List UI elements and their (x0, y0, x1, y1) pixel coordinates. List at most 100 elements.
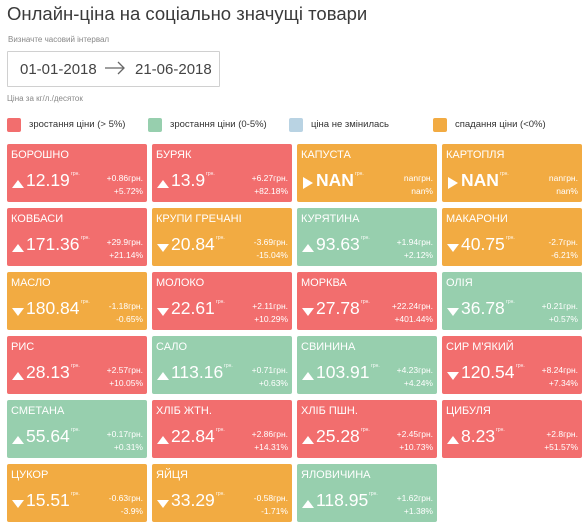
product-tile[interactable]: Морква 27.78 грн. +22.24грн. +401.44% (297, 272, 437, 330)
price-change-absolute: +22.24грн. (391, 301, 433, 311)
product-name: Олія (446, 277, 473, 289)
triangle-down-icon (447, 372, 459, 380)
product-tile[interactable]: Сметана 55.64 грн. +0.17грн. +0.31% (7, 400, 147, 458)
currency-unit: грн. (506, 235, 515, 241)
product-price: 120.54 (461, 362, 515, 382)
product-name: Свинина (301, 341, 356, 353)
currency-unit: грн. (71, 171, 80, 177)
product-tile[interactable]: Буряк 13.9 грн. +6.27грн. +82.18% (152, 144, 292, 202)
currency-unit: грн. (71, 363, 80, 369)
product-price: 118.95 (316, 490, 369, 510)
product-name: Картопля (446, 149, 505, 161)
price-change-absolute: +1.62грн. (396, 493, 433, 503)
product-name: Ковбаси (11, 213, 64, 225)
currency-unit: грн. (361, 299, 370, 305)
product-name: Рис (11, 341, 35, 353)
date-range-picker[interactable]: 01-01-2018 21-06-2018 (7, 51, 220, 87)
price-change-percent: +5.72% (113, 186, 143, 196)
product-tile[interactable]: Борошно 12.19 грн. +0.86грн. +5.72% (7, 144, 147, 202)
product-tile[interactable]: Ковбаси 171.36 грн. +29.9грн. +21.14% (7, 208, 147, 266)
date-to-field[interactable]: 21-06-2018 (135, 61, 212, 78)
currency-unit: грн. (355, 171, 364, 177)
product-tile[interactable]: Рис 28.13 грн. +2.57грн. +10.05% (7, 336, 147, 394)
triangle-up-icon (447, 436, 459, 444)
product-name: Цукор (11, 469, 49, 481)
price-change-percent: nan% (411, 186, 433, 196)
price-change-percent: nan% (556, 186, 578, 196)
currency-unit: грн. (206, 171, 215, 177)
product-price: 12.19 (26, 170, 70, 190)
triangle-up-icon (157, 436, 169, 444)
product-name: Молоко (156, 277, 205, 289)
price-change-percent: +14.31% (254, 442, 288, 452)
product-tile[interactable]: Крупи гречані 20.84 грн. -3.69грн. -15.04% (152, 208, 292, 266)
product-tile[interactable]: Картопля NAN грн. nanгрн. nan% (442, 144, 582, 202)
product-name: Сир м'який (446, 341, 514, 353)
product-tile[interactable]: Капуста NAN грн. nanгрн. nan% (297, 144, 437, 202)
product-price: 113.16 (171, 362, 224, 382)
date-from-field[interactable]: 01-01-2018 (20, 61, 97, 78)
product-price: 171.36 (26, 234, 80, 254)
product-name: Капуста (301, 149, 351, 161)
price-change-percent: +0.63% (258, 378, 288, 388)
triangle-down-icon (157, 308, 169, 316)
price-change-absolute: +0.71грн. (251, 365, 288, 375)
triangle-up-icon (12, 180, 24, 188)
price-change-percent: -1.71% (261, 506, 288, 516)
price-change-percent: +4.24% (403, 378, 433, 388)
product-tile[interactable]: Яйця 33.29 грн. -0.58грн. -1.71% (152, 464, 292, 522)
product-tile[interactable]: Яловичина 118.95 грн. +1.62грн. +1.38% (297, 464, 437, 522)
price-change-absolute: -2.7грн. (548, 237, 578, 247)
price-change-absolute: +8.24грн. (541, 365, 578, 375)
price-change-absolute: +0.86грн. (106, 173, 143, 183)
triangle-up-icon (157, 372, 169, 380)
product-tile[interactable]: Молоко 22.61 грн. +2.11грн. +10.29% (152, 272, 292, 330)
arrow-right-icon (105, 61, 125, 75)
product-price: 103.91 (316, 362, 370, 382)
product-tile[interactable]: Макарони 40.75 грн. -2.7грн. -6.21% (442, 208, 582, 266)
triangle-down-icon (447, 244, 459, 252)
currency-unit: грн. (506, 299, 515, 305)
currency-unit: грн. (516, 363, 525, 369)
product-tile[interactable]: Курятина 93.63 грн. +1.94грн. +2.12% (297, 208, 437, 266)
triangle-up-icon (302, 244, 314, 252)
product-tile[interactable]: Олія 36.78 грн. +0.21грн. +0.57% (442, 272, 582, 330)
triangle-down-icon (12, 500, 24, 508)
price-change-absolute: -1.18грн. (108, 301, 143, 311)
price-change-absolute: +1.94грн. (396, 237, 433, 247)
product-tile[interactable]: Сало 113.16 грн. +0.71грн. +0.63% (152, 336, 292, 394)
price-change-absolute: nanгрн. (548, 173, 578, 183)
product-tile[interactable]: Хліб пшн. 25.28 грн. +2.45грн. +10.73% (297, 400, 437, 458)
product-tile[interactable]: Сир м'який 120.54 грн. +8.24грн. +7.34% (442, 336, 582, 394)
price-change-absolute: nanгрн. (403, 173, 433, 183)
product-name: Хліб жтн. (156, 405, 212, 417)
product-tile[interactable]: Цибуля 8.23 грн. +2.8грн. +51.57% (442, 400, 582, 458)
product-name: Яйця (156, 469, 188, 481)
currency-unit: грн. (71, 427, 80, 433)
product-tile[interactable]: Хліб жтн. 22.84 грн. +2.86грн. +14.31% (152, 400, 292, 458)
triangle-down-icon (157, 500, 169, 508)
legend-swatch (289, 118, 303, 132)
currency-unit: грн. (216, 427, 225, 433)
product-tile[interactable]: Цукор 15.51 грн. -0.63грн. -3.9% (7, 464, 147, 522)
triangle-up-icon (157, 180, 169, 188)
price-change-absolute: +2.8грн. (546, 429, 578, 439)
product-name: Сметана (11, 405, 65, 417)
product-price: 180.84 (26, 298, 80, 318)
legend-label: зростання ціни (> 5%) (29, 119, 126, 130)
product-tile[interactable]: Свинина 103.91 грн. +4.23грн. +4.24% (297, 336, 437, 394)
triangle-right-icon (448, 177, 458, 189)
price-change-percent: +0.31% (113, 442, 143, 452)
product-tile[interactable]: Масло 180.84 грн. -1.18грн. -0.65% (7, 272, 147, 330)
product-price: 36.78 (461, 298, 505, 318)
product-price: 15.51 (26, 490, 70, 510)
triangle-up-icon (12, 436, 24, 444)
price-change-percent: +82.18% (254, 186, 288, 196)
price-change-percent: +10.73% (399, 442, 433, 452)
currency-unit: грн. (371, 363, 380, 369)
product-name: Масло (11, 277, 51, 289)
currency-unit: грн. (71, 491, 80, 497)
price-change-percent: +7.34% (548, 378, 578, 388)
price-change-percent: -6.21% (551, 250, 578, 260)
triangle-up-icon (302, 436, 314, 444)
